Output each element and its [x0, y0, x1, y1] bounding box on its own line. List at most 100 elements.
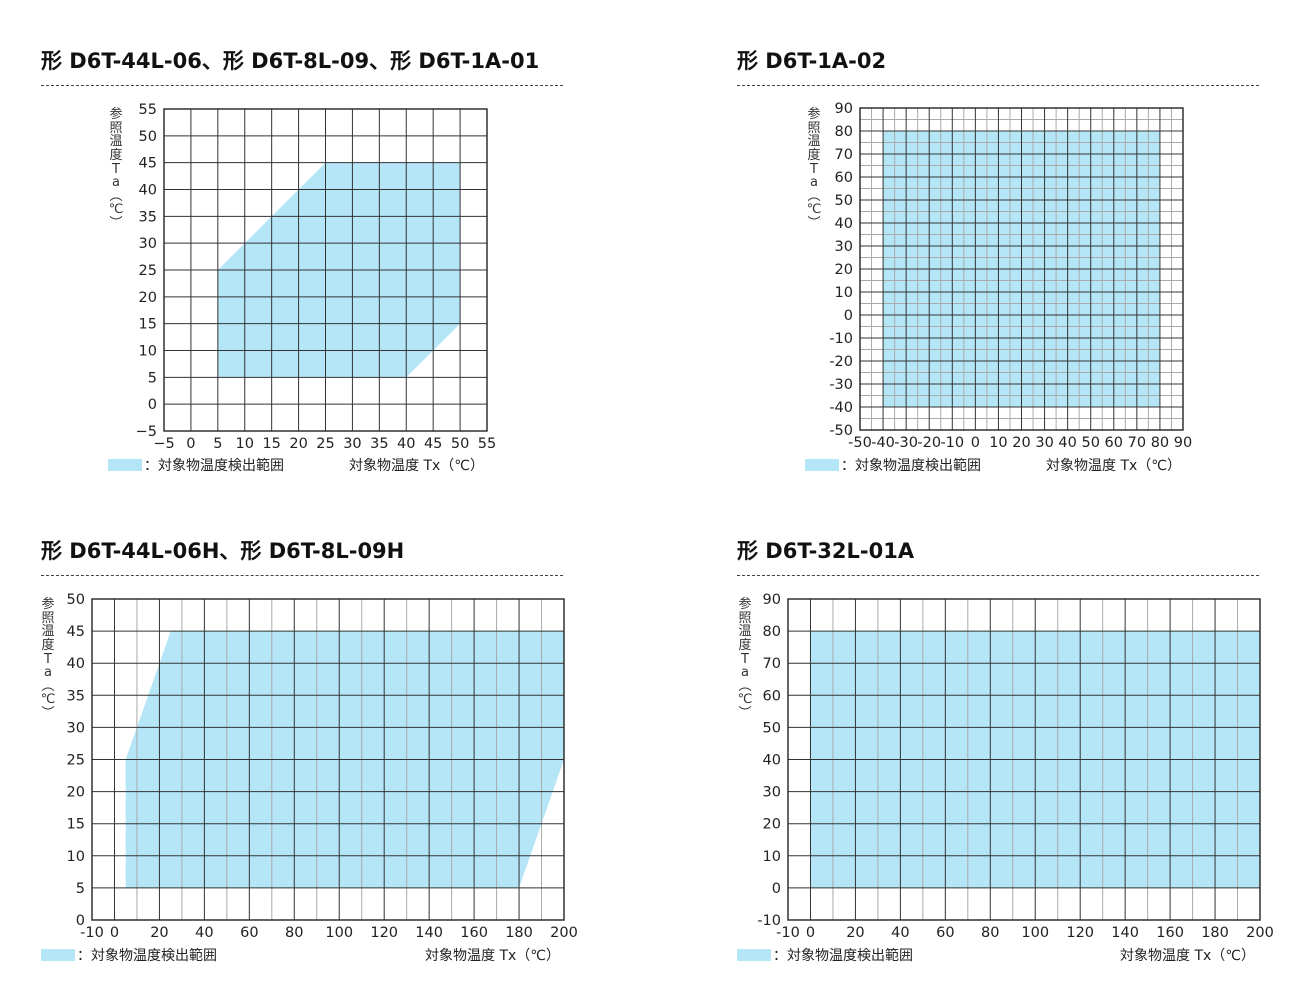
y-tick-label: 50	[139, 129, 157, 145]
y-tick-label: -30	[829, 377, 853, 393]
y-tick-label: 30	[139, 236, 157, 252]
x-tick-label: 60	[1105, 435, 1123, 451]
x-tick-label: -10	[80, 925, 104, 941]
plot-frame	[859, 107, 1184, 431]
x-tick-label: 70	[1128, 435, 1146, 451]
panel-title: 形 D6T-44L-06H、形 D6T-8L-09H	[41, 539, 405, 563]
x-tick-label: 80	[981, 925, 999, 941]
x-tick-label: 120	[370, 925, 398, 941]
x-tick-label: 40	[195, 925, 213, 941]
y-tick-label: 25	[67, 753, 85, 769]
x-tick-label: 30	[1035, 435, 1053, 451]
x-tick-label: 40	[891, 925, 909, 941]
y-tick-label: 50	[835, 193, 853, 209]
y-tick-label: 20	[67, 785, 85, 801]
title-divider	[737, 85, 1259, 86]
y-tick-label: 10	[139, 344, 157, 360]
y-tick-label: 40	[67, 656, 85, 672]
legend-label: ：対象物温度検出範囲	[77, 948, 217, 964]
legend-swatch	[805, 459, 839, 471]
x-tick-label: -50	[848, 435, 872, 451]
x-tick-label: 20	[1012, 435, 1030, 451]
detection-range-area	[810, 631, 1260, 888]
y-axis-label: 参 照 温 度 T a ︵ ℃ ︶	[737, 597, 753, 722]
y-axis-label: 参 照 温 度 T a ︵ ℃ ︶	[108, 107, 124, 232]
x-tick-label: 15	[262, 436, 280, 452]
y-tick-label: 55	[139, 102, 157, 118]
x-tick-label: 80	[1151, 435, 1169, 451]
x-tick-label: 100	[325, 925, 353, 941]
x-tick-label: 0	[806, 925, 815, 941]
x-tick-label: 80	[285, 925, 303, 941]
x-tick-label: 90	[1174, 435, 1192, 451]
y-tick-label: −5	[136, 424, 157, 440]
x-tick-label: 140	[1111, 925, 1139, 941]
y-tick-label: 30	[835, 239, 853, 255]
y-tick-label: 20	[763, 817, 781, 833]
y-tick-label: 0	[76, 913, 85, 929]
y-tick-label: -10	[757, 913, 781, 929]
x-tick-label: -10	[776, 925, 800, 941]
x-tick-label: 60	[240, 925, 258, 941]
x-tick-label: 55	[478, 436, 496, 452]
y-tick-label: -20	[829, 354, 853, 370]
y-tick-label: 35	[67, 688, 85, 704]
y-tick-label: 90	[763, 592, 781, 608]
plot-frame	[163, 108, 488, 432]
chart-legend: ：対象物温度検出範囲	[805, 455, 981, 475]
y-tick-label: 20	[835, 262, 853, 278]
y-tick-label: 0	[148, 397, 157, 413]
panel-title: 形 D6T-32L-01A	[737, 539, 915, 563]
x-tick-label: 0	[110, 925, 119, 941]
x-tick-label: -10	[940, 435, 964, 451]
legend-label: ：対象物温度検出範囲	[773, 948, 913, 964]
x-tick-label: 10	[236, 436, 254, 452]
x-tick-label: 200	[550, 925, 578, 941]
x-tick-label: 40	[1058, 435, 1076, 451]
y-tick-label: 35	[139, 209, 157, 225]
detection-range-area	[125, 631, 564, 888]
y-tick-label: 50	[67, 592, 85, 608]
x-tick-label: 120	[1066, 925, 1094, 941]
panel-title: 形 D6T-1A-02	[737, 49, 887, 73]
y-tick-label: 15	[139, 317, 157, 333]
x-tick-label: 200	[1246, 925, 1274, 941]
y-tick-label: 40	[763, 753, 781, 769]
x-tick-label: 50	[1081, 435, 1099, 451]
x-tick-label: 180	[505, 925, 533, 941]
y-tick-label: -50	[829, 423, 853, 439]
x-tick-label: 25	[316, 436, 334, 452]
y-tick-label: 60	[763, 688, 781, 704]
panel-title: 形 D6T-44L-06、形 D6T-8L-09、形 D6T-1A-01	[41, 49, 540, 73]
y-tick-label: 5	[148, 370, 157, 386]
y-tick-label: 50	[763, 720, 781, 736]
y-tick-label: 90	[835, 101, 853, 117]
y-tick-label: 5	[76, 881, 85, 897]
title-divider	[737, 575, 1259, 576]
x-axis-label: 対象物温度 Tx（℃）	[1046, 458, 1182, 474]
y-tick-label: 10	[67, 849, 85, 865]
y-tick-label: 0	[772, 881, 781, 897]
chart-legend: ：対象物温度検出範囲	[41, 945, 217, 965]
x-tick-label: 40	[397, 436, 415, 452]
y-axis-label: 参 照 温 度 T a ︵ ℃ ︶	[40, 597, 56, 722]
x-tick-label: 5	[213, 436, 222, 452]
y-tick-label: 30	[67, 720, 85, 736]
detection-range-area	[883, 131, 1160, 407]
legend-swatch	[108, 459, 142, 471]
detection-range-area	[217, 162, 461, 378]
x-tick-label: 160	[460, 925, 488, 941]
y-tick-label: 25	[139, 263, 157, 279]
plot-frame	[91, 598, 565, 921]
x-tick-label: -40	[871, 435, 895, 451]
y-tick-label: 70	[835, 147, 853, 163]
y-tick-label: 10	[763, 849, 781, 865]
x-tick-label: 35	[370, 436, 388, 452]
x-tick-label: 20	[289, 436, 307, 452]
x-tick-label: 20	[846, 925, 864, 941]
y-tick-label: 40	[139, 183, 157, 199]
legend-swatch	[41, 949, 75, 961]
